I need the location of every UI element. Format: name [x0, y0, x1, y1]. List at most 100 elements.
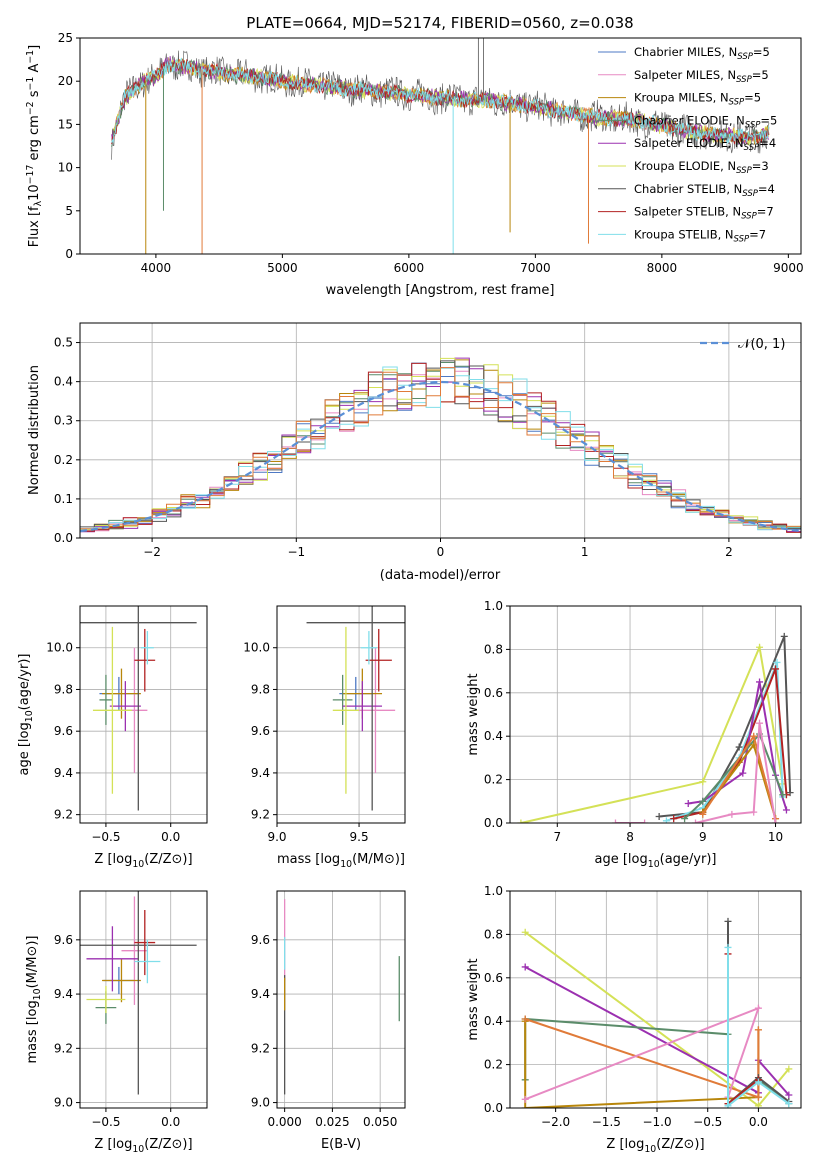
x-axis-label-part: Z [log	[94, 852, 132, 867]
weight-lines	[521, 917, 793, 1108]
y-tick-label: 1.0	[484, 599, 503, 613]
y-tick-label: 0.3	[54, 414, 73, 428]
y-tick-label: 9.6	[54, 933, 73, 947]
y-tick-label: 0.0	[484, 816, 503, 830]
y-tick-label: 0.0	[54, 531, 73, 545]
legend-sub: SSP	[736, 166, 752, 176]
x-tick-label: −1.5	[592, 1115, 621, 1129]
weight-marker	[699, 810, 707, 818]
y-tick-label: 0.6	[484, 686, 503, 700]
legend-sub: SSP	[736, 75, 752, 85]
axes-frame	[509, 605, 802, 824]
y-axis-label-sub: 10	[24, 710, 35, 722]
x-tick-label: −2.0	[541, 1115, 570, 1129]
y-axis-label: mass [log10(M/M⊙)]	[25, 935, 43, 1063]
legend-sub: SSP	[741, 212, 757, 222]
weight-marker	[780, 632, 788, 640]
weight-marker	[521, 1015, 529, 1023]
y-axis-label-part: 10	[27, 184, 42, 201]
y-axis-label-part: λ	[33, 200, 44, 206]
y-tick-label: 25	[58, 31, 73, 45]
x-tick-label: −1	[287, 545, 305, 559]
x-tick-label: 5000	[267, 261, 298, 275]
y-tick-label: 9.6	[251, 933, 270, 947]
axes-frame	[276, 890, 406, 1109]
weight-marker	[692, 819, 700, 823]
y-tick-label: 0.2	[484, 773, 503, 787]
weight-marker	[521, 928, 529, 936]
x-tick-label: 10	[768, 830, 783, 844]
y-tick-label: 1.0	[484, 884, 503, 898]
weight-marker	[750, 808, 758, 816]
errorbars	[283, 899, 400, 1095]
axes-frame	[79, 322, 802, 539]
y-tick-label: 0.8	[484, 642, 503, 656]
legend-label: Salpeter ELODIE, NSSP=4	[634, 136, 776, 153]
x-tick-label: 9000	[773, 261, 804, 275]
legend-label: 𝒩(0, 1)	[738, 337, 785, 352]
x-tick-label: −0.5	[693, 1115, 722, 1129]
y-axis-label-part: erg cm	[27, 115, 42, 164]
y-tick-label: 9.6	[54, 724, 73, 738]
legend-sub: SSP	[745, 120, 761, 130]
y-axis-label-part: A	[27, 64, 42, 77]
x-tick-label: 8	[626, 830, 634, 844]
y-axis-label: Normed distribution	[27, 365, 42, 495]
y-tick-label: 9.4	[251, 987, 270, 1001]
weight-marker	[699, 778, 707, 786]
y-tick-label: 9.2	[251, 1041, 270, 1055]
x-axis-label: mass [log10(M/M⊙)]	[277, 852, 405, 870]
legend-value: =5	[752, 68, 769, 82]
x-axis-label-part: Z [log	[94, 1137, 132, 1152]
legend-name: Kroupa STELIB, N	[634, 227, 734, 241]
errorbars	[80, 891, 197, 1095]
weight-marker	[521, 1095, 529, 1103]
y-axis-label-part: (age/yr)]	[17, 654, 32, 711]
y-axis-label-part: (M/M⊙)]	[25, 935, 40, 988]
legend-name: Kroupa MILES, N	[634, 91, 729, 105]
axes-frame	[79, 605, 208, 824]
x-axis-label-sub: 10	[340, 859, 352, 870]
weight-marker	[728, 810, 736, 818]
x-tick-label: −1.0	[642, 1115, 671, 1129]
y-tick-label: 0.8	[484, 927, 503, 941]
x-tick-label: 7000	[520, 261, 551, 275]
legend-name: Salpeter ELODIE, N	[634, 136, 744, 150]
y-tick-label: 9.4	[54, 987, 73, 1001]
weight-marker	[754, 1026, 762, 1034]
weight-marker	[662, 817, 670, 823]
legend-name: Kroupa ELODIE, N	[634, 159, 736, 173]
x-tick-label: 0.0	[161, 830, 180, 844]
x-axis-label-part: mass [log	[277, 852, 340, 867]
weight-marker	[754, 1102, 762, 1108]
y-tick-label: 15	[58, 117, 73, 131]
axes-frame	[79, 890, 208, 1109]
weight-marker	[684, 799, 692, 807]
weight-series	[683, 732, 784, 820]
y-axis-label-part: s	[27, 90, 42, 101]
y-tick-label: 0.4	[484, 1014, 503, 1028]
y-tick-label: 0.6	[484, 971, 503, 985]
x-axis-label-sub: 10	[648, 859, 660, 870]
y-tick-label: 0.5	[54, 336, 73, 350]
weight-marker	[724, 917, 732, 925]
legend-value: =3	[752, 159, 769, 173]
x-tick-label: 9	[699, 830, 707, 844]
x-axis-label-sub: 10	[132, 1144, 144, 1155]
weight-marker	[785, 1091, 793, 1099]
y-tick-label: 9.8	[54, 682, 73, 696]
y-tick-label: 10.0	[46, 641, 73, 655]
y-tick-label: 9.0	[54, 1096, 73, 1110]
x-tick-label: 9.0	[267, 830, 286, 844]
axes-frame	[79, 37, 802, 255]
weight-marker	[521, 963, 529, 971]
weight-marker	[517, 819, 525, 823]
x-axis-label-part: (Z/Z⊙)]	[656, 1137, 704, 1152]
weight-marker	[773, 658, 781, 666]
x-tick-label: 4000	[141, 261, 172, 275]
residual-histogram-panel: −2 −1 0 1 2 0.0 0.1 0.2 0.3 0.4 0.5 (data-model)/er…	[27, 322, 802, 583]
weight-marker	[782, 806, 790, 814]
x-axis-label: age [log10(age/yr)]	[595, 852, 717, 870]
legend-name: Salpeter STELIB, N	[634, 205, 741, 219]
